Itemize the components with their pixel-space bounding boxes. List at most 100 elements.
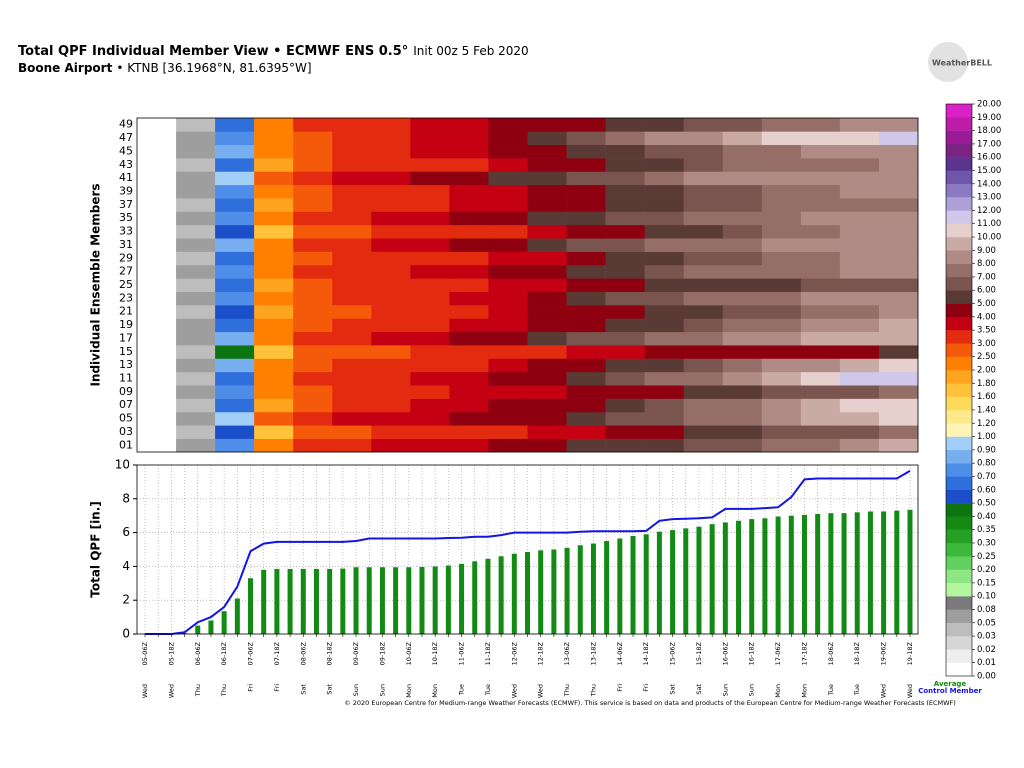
bar <box>300 568 306 634</box>
weekday-label: Sat <box>326 684 334 695</box>
colorbar-swatch <box>946 223 972 238</box>
x-tick-label: 06-18Z <box>220 641 228 665</box>
heat-cell <box>800 171 841 186</box>
heat-cell <box>683 411 724 426</box>
heat-cell <box>371 144 411 159</box>
heat-cell <box>176 291 216 306</box>
bar <box>459 563 465 634</box>
x-tick-label: 12-06Z <box>510 641 518 665</box>
weekday-label: Sun <box>352 684 360 696</box>
heat-cell <box>488 184 528 199</box>
bar <box>696 526 702 634</box>
heat-cell <box>371 224 411 239</box>
weekday-label: Fri <box>616 684 624 692</box>
y-tick-label: 0 <box>122 627 130 641</box>
heat-cell <box>566 158 606 172</box>
heat-cell <box>254 264 294 279</box>
heat-cell <box>722 345 763 359</box>
heat-cell <box>293 331 333 346</box>
heat-cell <box>644 318 684 333</box>
heat-cell <box>683 318 724 333</box>
weekday-label: Sun <box>748 684 756 696</box>
heat-cell <box>215 131 255 146</box>
colorbar-swatch <box>946 489 972 504</box>
heat-cell <box>839 278 880 292</box>
heat-cell <box>878 224 919 239</box>
heat-cell <box>254 198 294 212</box>
colorbar-label: 20.00 <box>977 100 1001 110</box>
heat-cell <box>839 184 880 199</box>
heat-cell <box>761 238 802 252</box>
heat-cell <box>605 345 645 359</box>
member-label: 35 <box>119 211 133 224</box>
heat-cell <box>566 438 606 453</box>
bar <box>907 509 913 634</box>
heat-cell <box>254 385 294 399</box>
heat-cell <box>800 224 841 239</box>
member-label: 27 <box>119 265 133 278</box>
heat-cell <box>722 211 763 226</box>
heat-cell <box>215 198 255 212</box>
heat-cell <box>410 224 450 239</box>
heat-cell <box>137 158 177 172</box>
bar <box>538 550 544 634</box>
heat-cell <box>293 184 333 199</box>
heat-cell <box>293 171 333 186</box>
heat-cell <box>293 264 333 279</box>
bar <box>287 568 293 634</box>
heat-cell <box>410 118 450 132</box>
heat-cell <box>488 131 528 146</box>
heat-cell <box>644 238 684 252</box>
heat-cell <box>878 198 919 212</box>
heat-cell <box>137 305 177 319</box>
heat-cell <box>332 184 372 199</box>
bar <box>472 561 478 634</box>
heat-cell <box>527 291 567 306</box>
heat-cell <box>176 198 216 212</box>
heat-cell <box>449 184 489 199</box>
heat-cell <box>800 291 841 306</box>
heat-cell <box>410 198 450 212</box>
heat-cell <box>488 238 528 252</box>
heat-cell <box>605 291 645 306</box>
bar <box>564 547 570 634</box>
legend-entry: Average <box>934 680 967 688</box>
heat-cell <box>605 158 645 172</box>
heat-cell <box>644 171 684 186</box>
heat-cell <box>488 345 528 359</box>
heat-cell <box>800 331 841 346</box>
colorbar-swatch <box>946 197 972 211</box>
heat-cell <box>605 278 645 292</box>
heat-cell <box>683 385 724 399</box>
heat-cell <box>176 264 216 279</box>
heat-cell <box>566 345 606 359</box>
heat-cell <box>215 291 255 306</box>
title: Total QPF Individual Member View • ECMWF… <box>18 44 529 59</box>
heat-cell <box>449 171 489 186</box>
heat-cell <box>527 198 567 212</box>
heat-cell <box>644 224 684 239</box>
heat-cell <box>254 371 294 386</box>
colorbar-swatch <box>946 157 972 171</box>
heat-cell <box>215 425 255 439</box>
y-tick-label: 10 <box>115 458 130 472</box>
heat-cell <box>800 144 841 159</box>
heat-cell <box>878 385 919 399</box>
heat-cell <box>800 345 841 359</box>
heat-cell <box>566 371 606 386</box>
heat-cell <box>137 411 177 426</box>
legend-entry: Control Member <box>918 687 982 695</box>
bar <box>894 510 900 634</box>
weekday-label: Thu <box>220 684 228 697</box>
heat-cell <box>644 158 684 172</box>
heat-cell <box>449 291 489 306</box>
heat-cell <box>722 251 763 266</box>
bar <box>775 516 781 634</box>
heat-cell <box>488 331 528 346</box>
heat-cell <box>683 131 724 146</box>
heat-cell <box>215 371 255 386</box>
member-label: 11 <box>119 372 133 385</box>
heat-cell <box>839 158 880 172</box>
heat-cell <box>566 331 606 346</box>
heat-cell <box>878 438 919 453</box>
